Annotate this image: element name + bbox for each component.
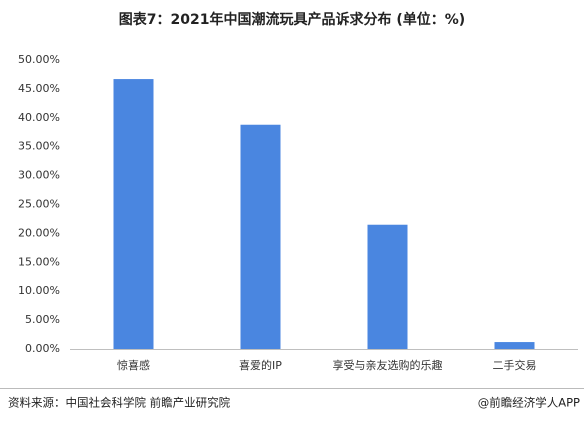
x-tick-label: 二手交易 (493, 358, 537, 372)
x-tick-label: 惊喜感 (117, 358, 150, 372)
source: 资料来源：中国社会科学院 前瞻产业研究院 (8, 396, 231, 410)
x-tick-label: 喜爱的IP (239, 358, 282, 372)
x-tick-label: 享受与亲友选购的乐趣 (333, 358, 443, 372)
y-tick-label: 25.00% (18, 198, 60, 211)
y-tick-label: 45.00% (18, 82, 60, 95)
y-tick-label: 20.00% (18, 226, 60, 239)
chart-title: 图表7：2021年中国潮流玩具产品诉求分布 (单位：%) (119, 11, 465, 28)
y-tick-label: 35.00% (18, 140, 60, 153)
y-tick-label: 30.00% (18, 169, 60, 182)
bar (494, 342, 535, 349)
y-tick-label: 15.00% (18, 255, 60, 268)
credit: @前瞻经济学人APP (478, 396, 580, 410)
y-tick-label: 50.00% (18, 53, 60, 66)
bar (240, 124, 281, 350)
y-tick-label: 40.00% (18, 111, 60, 124)
bar (367, 224, 408, 349)
y-tick-label: 0.00% (25, 342, 60, 355)
y-tick-label: 5.00% (25, 313, 60, 326)
bar (113, 79, 154, 349)
y-tick-label: 10.00% (18, 284, 60, 297)
